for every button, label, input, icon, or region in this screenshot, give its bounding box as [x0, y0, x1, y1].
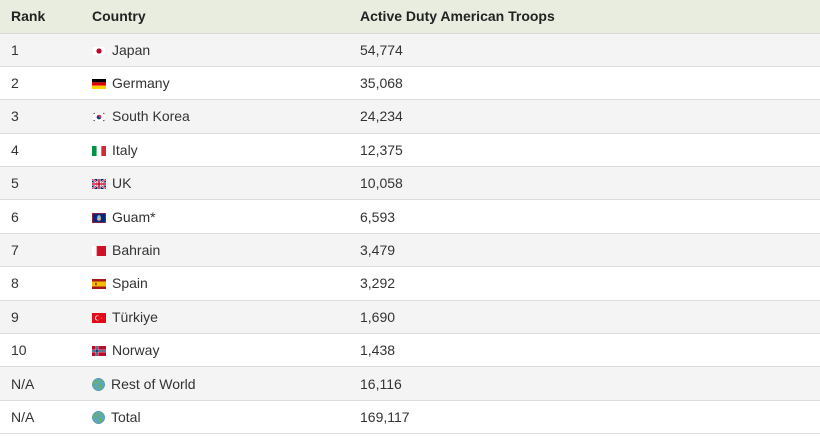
rank-cell: 6 [0, 199, 80, 234]
troops-cell: 6,593 [348, 199, 820, 234]
troops-cell: 16,116 [348, 366, 820, 401]
country-cell: Spain [80, 266, 348, 301]
rank-cell: 9 [0, 300, 80, 335]
country-cell: Germany [80, 66, 348, 101]
table-row: 3 South Korea 24,234 [0, 99, 820, 134]
guam-flag-icon [92, 212, 106, 223]
table-row: 9 Türkiye 1,690 [0, 300, 820, 335]
troops-cell: 3,292 [348, 266, 820, 301]
rank-cell: 4 [0, 133, 80, 168]
country-label: South Korea [112, 108, 190, 125]
table-row: 6 Guam* 6,593 [0, 199, 820, 234]
country-cell: Guam* [80, 199, 348, 234]
country-cell: Bahrain [80, 233, 348, 268]
table-row: N/A Total 169,117 [0, 400, 820, 435]
italy-flag-icon [92, 145, 106, 156]
rank-cell: 5 [0, 166, 80, 201]
table-row: 2 Germany 35,068 [0, 66, 820, 101]
troops-cell: 35,068 [348, 66, 820, 101]
country-cell: South Korea [80, 99, 348, 134]
bahrain-flag-icon [92, 246, 106, 257]
rank-cell: N/A [0, 400, 80, 435]
troops-cell: 54,774 [348, 33, 820, 67]
germany-flag-icon [92, 79, 106, 90]
table-header: Rank Country Active Duty American Troops [0, 0, 820, 34]
table-row: 1 Japan 54,774 [0, 33, 820, 67]
norway-flag-icon [92, 346, 106, 357]
table-row: N/A Rest of World 16,116 [0, 366, 820, 401]
header-troops[interactable]: Active Duty American Troops [348, 0, 820, 34]
country-label: Bahrain [112, 242, 161, 259]
table-row: 5 UK 10,058 [0, 166, 820, 201]
country-cell: Japan [80, 33, 348, 67]
japan-flag-icon [92, 45, 106, 56]
rank-cell: 2 [0, 66, 80, 101]
troops-cell: 1,690 [348, 300, 820, 335]
country-label: Italy [112, 141, 138, 158]
troops-cell: 169,117 [348, 400, 820, 435]
table-row: 8 Spain 3,292 [0, 266, 820, 301]
country-label: Spain [112, 275, 148, 292]
country-cell: Norway [80, 333, 348, 368]
globe-icon [92, 411, 105, 424]
troops-cell: 10,058 [348, 166, 820, 201]
south-korea-flag-icon [92, 112, 106, 123]
rank-cell: N/A [0, 366, 80, 401]
rank-cell: 8 [0, 266, 80, 301]
country-label: Türkiye [112, 308, 158, 325]
turkiye-flag-icon [92, 312, 106, 323]
country-cell: Total [80, 400, 348, 435]
country-label: Norway [112, 342, 160, 359]
rank-cell: 10 [0, 333, 80, 368]
country-cell: UK [80, 166, 348, 201]
rank-cell: 3 [0, 99, 80, 134]
country-label: Guam* [112, 208, 156, 225]
troops-cell: 3,479 [348, 233, 820, 268]
table-row: 4 Italy 12,375 [0, 133, 820, 168]
troops-cell: 12,375 [348, 133, 820, 168]
country-cell: Italy [80, 133, 348, 168]
troops-cell: 24,234 [348, 99, 820, 134]
spain-flag-icon [92, 279, 106, 290]
rank-cell: 7 [0, 233, 80, 268]
country-label: Germany [112, 75, 170, 92]
country-label: Japan [112, 41, 151, 58]
table-row: 10 Norway 1,438 [0, 333, 820, 368]
troops-cell: 1,438 [348, 333, 820, 368]
header-rank[interactable]: Rank [0, 0, 80, 34]
table-row: 7 Bahrain 3,479 [0, 233, 820, 268]
country-cell: Türkiye [80, 300, 348, 335]
header-country[interactable]: Country [80, 0, 348, 34]
country-label: Rest of World [111, 375, 196, 392]
country-label: Total [111, 408, 141, 425]
globe-icon [92, 377, 105, 391]
rank-cell: 1 [0, 33, 80, 67]
uk-flag-icon [92, 179, 106, 190]
header-row: Rank Country Active Duty American Troops [0, 0, 820, 34]
country-label: UK [112, 175, 132, 192]
country-cell: Rest of World [80, 366, 348, 401]
table-body: 1 Japan 54,774 2 Germany 35,068 3 South Korea 24… [0, 33, 820, 435]
